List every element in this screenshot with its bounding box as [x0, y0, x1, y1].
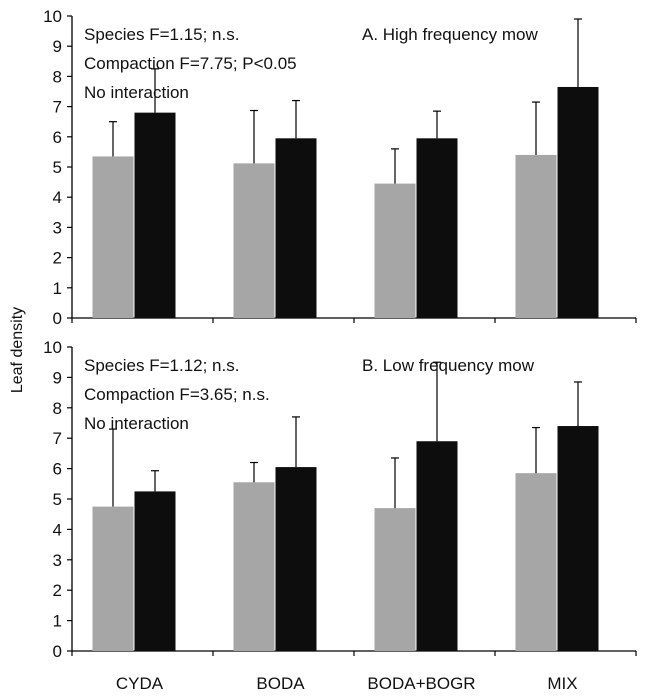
bar [92, 506, 134, 651]
category-label: BODA+BOGR [367, 674, 475, 693]
category-label: CYDA [116, 674, 164, 693]
stat-annotation: Species F=1.12; n.s. [84, 356, 239, 375]
y-tick-label: 2 [53, 581, 62, 600]
y-tick-label: 10 [43, 7, 62, 26]
stat-annotation: Compaction F=3.65; n.s. [84, 385, 270, 404]
y-tick-label: 9 [53, 368, 62, 387]
y-tick-label: 8 [53, 399, 62, 418]
bar [233, 482, 275, 651]
panel-title: B. Low frequency mow [362, 356, 535, 375]
y-tick-label: 4 [53, 188, 62, 207]
y-tick-label: 9 [53, 37, 62, 56]
bar [374, 183, 416, 318]
y-tick-label: 6 [53, 128, 62, 147]
category-label: BODA [256, 674, 305, 693]
y-axis-label: Leaf density [9, 307, 26, 393]
y-tick-label: 0 [53, 309, 62, 328]
bar [134, 112, 176, 318]
bar [416, 138, 458, 318]
bar [515, 154, 557, 318]
stat-annotation: Compaction F=7.75; P<0.05 [84, 54, 297, 73]
y-tick-label: 10 [43, 338, 62, 357]
bar [92, 156, 134, 318]
panel-title: A. High frequency mow [362, 25, 538, 44]
y-tick-label: 2 [53, 249, 62, 268]
stat-annotation: No interaction [84, 83, 189, 102]
panel-low-frequency-mow: 0 1 2 3 4 5 6 7 8 9 10 B. Low frequency mow Species … [43, 338, 637, 661]
bar [233, 163, 275, 318]
panel-high-frequency-mow: 0 1 2 3 4 5 6 7 8 9 10 A. High frequency mow Species… [43, 7, 637, 328]
bar [515, 473, 557, 651]
category-label: MIX [547, 674, 577, 693]
stat-annotation: Species F=1.15; n.s. [84, 25, 239, 44]
stat-annotation: No interaction [84, 414, 189, 433]
bar [374, 508, 416, 651]
y-tick-label: 8 [53, 67, 62, 86]
bar [557, 86, 599, 318]
y-tick-label: 3 [53, 218, 62, 237]
bar [275, 138, 317, 318]
y-tick-label: 3 [53, 551, 62, 570]
y-tick-label: 7 [53, 98, 62, 117]
bar [275, 467, 317, 651]
bar [557, 426, 599, 651]
y-tick-label: 5 [53, 490, 62, 509]
y-tick-label: 1 [53, 279, 62, 298]
y-tick-label: 0 [53, 642, 62, 661]
bar [134, 491, 176, 651]
y-tick-label: 4 [53, 520, 62, 539]
y-tick-label: 7 [53, 429, 62, 448]
bar [416, 441, 458, 651]
y-tick-label: 6 [53, 460, 62, 479]
y-tick-label: 5 [53, 158, 62, 177]
category-labels: CYDA BODA BODA+BOGR MIX [116, 674, 578, 693]
y-tick-label: 1 [53, 612, 62, 631]
